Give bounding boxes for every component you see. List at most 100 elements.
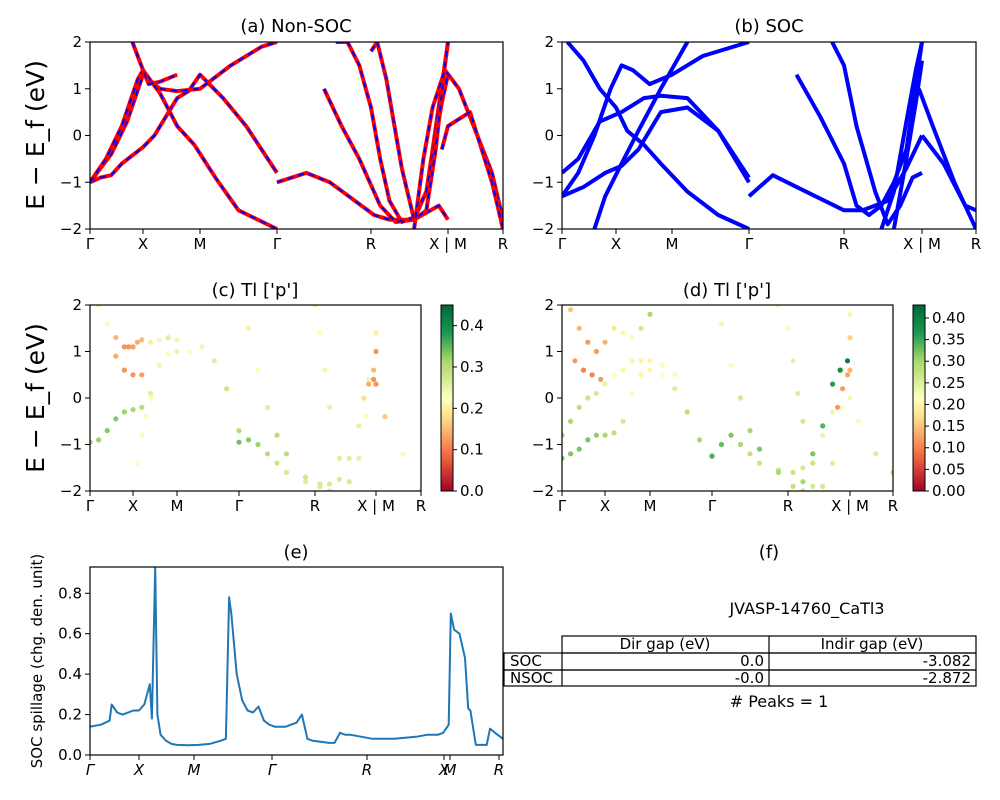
- projection-point: [143, 414, 149, 420]
- table-row-soc-label: SOC: [510, 652, 542, 670]
- panel-e-title: (e): [283, 542, 308, 563]
- projection-point: [576, 325, 582, 331]
- panel-c-xtick-label: Γ: [235, 497, 244, 515]
- colorbar-tick-label: 0.20: [932, 395, 965, 413]
- band-line-nonsoc-overlay: [276, 171, 449, 221]
- projection-point: [840, 386, 846, 392]
- projection-point: [638, 372, 644, 378]
- panel-d-ytick-label: −2: [532, 482, 554, 500]
- projection-point: [638, 358, 644, 364]
- band-line-soc: [879, 42, 924, 229]
- projection-point: [647, 311, 653, 317]
- projection-point: [810, 460, 816, 466]
- projection-point: [840, 404, 846, 410]
- colorbar-tick-label: 0.4: [460, 317, 484, 335]
- projection-point: [361, 395, 367, 401]
- panel-c-xtick-label: M: [171, 497, 184, 515]
- projection-point: [810, 483, 816, 489]
- projection-point: [844, 358, 851, 364]
- colorbar-tick-label: 0.1: [460, 441, 484, 459]
- band-line-nonsoc-overlay: [413, 69, 503, 229]
- projection-point: [576, 404, 582, 410]
- projection-point: [847, 335, 853, 341]
- projection-point: [148, 339, 154, 345]
- projection-point: [371, 376, 377, 382]
- panel-e-xtick-label: R: [362, 761, 372, 779]
- panel-d-xtick-label: Γ: [708, 497, 717, 515]
- projection-point: [647, 367, 653, 373]
- projection-point: [90, 439, 93, 445]
- panel-d-plot: −2 −1 0 1 2 Γ X M Γ R X | M R: [532, 296, 898, 515]
- projection-point: [211, 358, 217, 364]
- band-line-nonsoc: [369, 42, 450, 222]
- projection-point: [245, 437, 252, 443]
- panel-a-ytick-label: 2: [72, 33, 82, 51]
- projection-point: [165, 351, 171, 357]
- projection-point: [245, 325, 252, 331]
- panel-e-xtick-label: M: [444, 761, 457, 779]
- projection-point: [356, 423, 362, 429]
- projection-point: [659, 362, 666, 368]
- projection-point: [585, 395, 591, 401]
- projection-point: [113, 416, 119, 422]
- projection-point: [638, 325, 644, 331]
- panel-d-frame: [561, 304, 894, 492]
- projection-point: [327, 481, 333, 487]
- colorbar-tick-label: 0.10: [932, 439, 965, 457]
- projection-point: [620, 330, 626, 336]
- projection-point: [130, 488, 136, 491]
- projection-point: [302, 479, 309, 485]
- panel-e-ytick-label: 0.4: [58, 665, 82, 683]
- band-line-nonsoc-overlay: [90, 73, 278, 184]
- projection-point: [139, 432, 145, 438]
- projection-point: [629, 358, 635, 364]
- panel-f-title: (f): [759, 542, 779, 563]
- panel-d-xtick-label: R: [888, 497, 898, 515]
- projection-point: [611, 372, 617, 378]
- projection-point: [373, 330, 379, 336]
- projection-point: [747, 428, 753, 434]
- projection-point: [96, 437, 102, 443]
- panel-b-plot: −2 −1 0 1 2 Γ X M Γ R X | M R: [532, 33, 981, 253]
- projection-point: [830, 381, 836, 387]
- table-header-dir: Dir gap (eV): [620, 635, 711, 653]
- projection-point: [139, 404, 145, 410]
- projection-point: [346, 479, 352, 485]
- colorbar-tick-label: 0.35: [932, 331, 965, 349]
- projection-point: [684, 409, 690, 415]
- projection-point: [830, 460, 836, 466]
- projection-point: [647, 358, 653, 364]
- projection-point: [327, 404, 333, 410]
- projection-point: [800, 488, 806, 491]
- projection-point: [593, 390, 600, 396]
- projection-point: [346, 455, 352, 461]
- projection-point: [139, 372, 145, 378]
- projection-point: [366, 376, 372, 382]
- projection-point: [598, 376, 604, 382]
- projection-point: [873, 451, 879, 457]
- projection-point: [312, 305, 318, 308]
- projection-point: [837, 367, 843, 373]
- panel-c-points: [90, 305, 421, 491]
- panel-a-ytick-label: 1: [72, 80, 82, 98]
- band-line-nonsoc-overlay: [440, 111, 503, 229]
- projection-point: [236, 428, 242, 434]
- projection-point: [718, 321, 725, 327]
- projection-point: [847, 395, 853, 401]
- projection-point: [366, 381, 372, 387]
- band-line-soc: [794, 42, 924, 217]
- projection-point: [709, 453, 715, 459]
- projection-point: [795, 390, 801, 396]
- projection-point: [820, 423, 826, 429]
- panel-e-ytick-label: 0.2: [58, 706, 82, 724]
- projection-point: [580, 367, 587, 373]
- projection-point: [274, 460, 280, 466]
- panel-a-ytick-label: 0: [72, 127, 82, 145]
- projection-point: [130, 372, 136, 378]
- projection-point: [283, 451, 290, 457]
- projection-point: [96, 305, 102, 308]
- projection-point: [800, 465, 806, 471]
- projection-point: [847, 367, 853, 373]
- projection-point: [593, 432, 600, 438]
